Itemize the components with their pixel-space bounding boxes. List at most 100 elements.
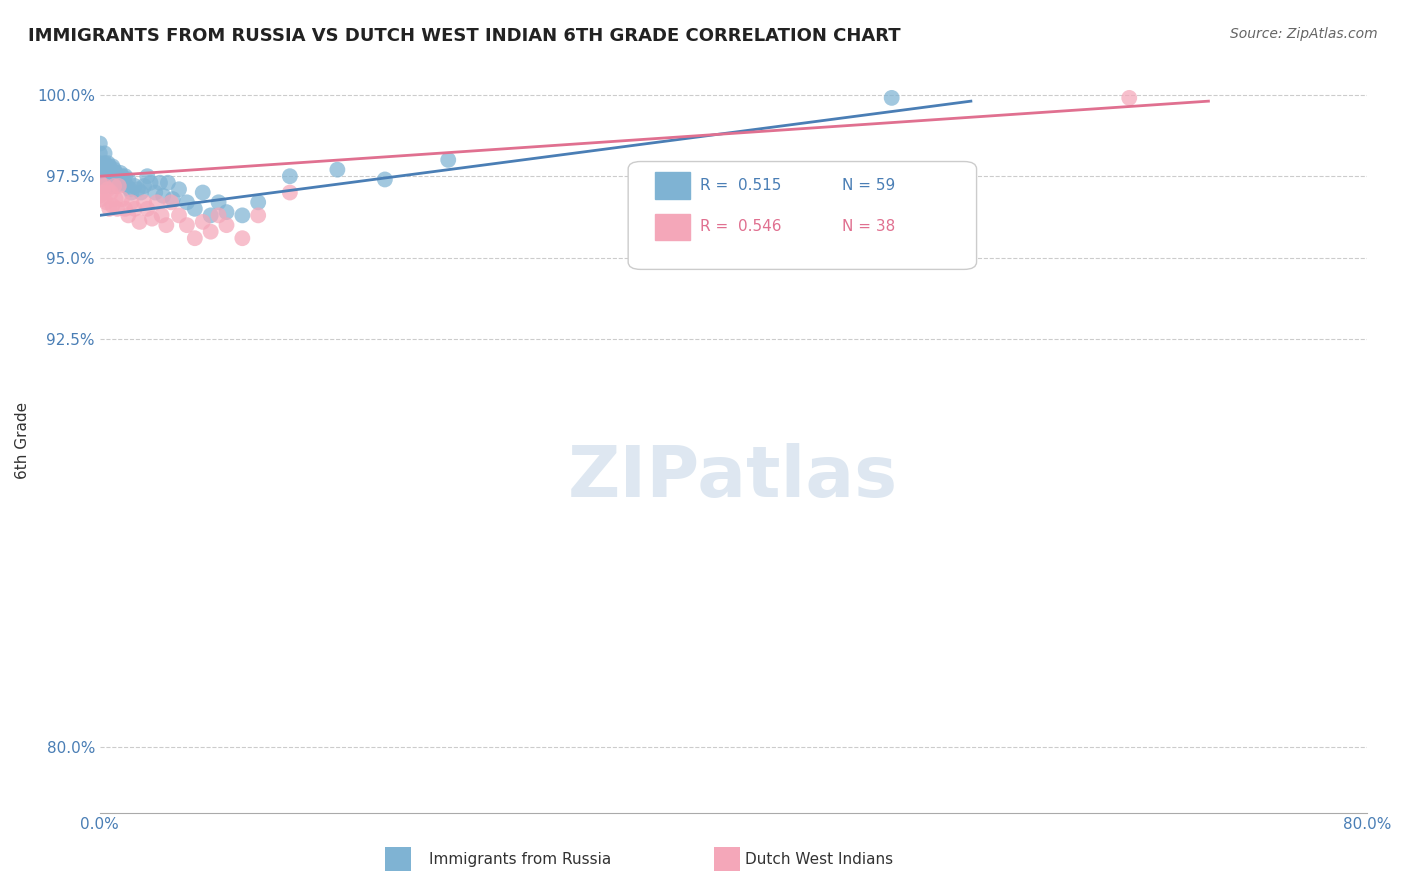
Point (117, 208, 139, 222)
Point (207, 208, 229, 222)
Point (104, 166, 127, 180)
Point (103, 176, 125, 190)
Point (93, 166, 115, 180)
Text: N = 38: N = 38 (842, 219, 896, 235)
Point (176, 195, 198, 210)
Point (103, 179, 125, 194)
Text: ZIPatlas: ZIPatlas (568, 443, 898, 512)
Point (93, 156, 115, 170)
Point (191, 215, 214, 229)
Point (100, 186, 122, 200)
Point (176, 218, 198, 232)
Point (374, 172, 396, 186)
Text: IMMIGRANTS FROM RUSSIA VS DUTCH WEST INDIAN 6TH GRADE CORRELATION CHART: IMMIGRANTS FROM RUSSIA VS DUTCH WEST IND… (28, 27, 901, 45)
Point (114, 202, 136, 216)
Point (124, 202, 146, 216)
Point (93, 179, 115, 194)
Point (94, 176, 117, 190)
Text: N = 59: N = 59 (842, 178, 896, 193)
Point (139, 176, 162, 190)
Point (150, 208, 173, 222)
Point (93, 146, 115, 161)
Point (108, 179, 131, 194)
Point (111, 169, 134, 184)
Point (149, 176, 172, 190)
Point (326, 162, 349, 177)
Point (110, 166, 132, 180)
Point (98, 202, 121, 216)
Point (101, 160, 124, 174)
Point (127, 182, 149, 196)
Bar (655, 172, 690, 199)
Point (136, 202, 159, 216)
Point (89, 169, 111, 184)
Point (200, 225, 222, 239)
Point (91, 172, 114, 186)
Text: R =  0.546: R = 0.546 (700, 219, 782, 235)
Point (90, 192, 112, 206)
Point (101, 172, 124, 186)
Point (191, 186, 214, 200)
Point (103, 162, 125, 177)
Point (143, 186, 166, 200)
Point (200, 208, 222, 222)
Point (278, 169, 301, 184)
Point (108, 176, 131, 190)
Y-axis label: 6th Grade: 6th Grade (15, 402, 30, 479)
Point (278, 186, 301, 200)
Point (152, 188, 174, 202)
Point (91, 160, 114, 174)
Point (184, 231, 207, 245)
Point (100, 162, 122, 177)
Point (141, 211, 163, 226)
Point (97, 169, 120, 184)
Text: Dutch West Indians: Dutch West Indians (745, 852, 893, 867)
Point (155, 218, 177, 232)
Point (880, 91, 903, 105)
FancyBboxPatch shape (628, 161, 977, 269)
Point (89, 176, 111, 190)
Point (98, 172, 121, 186)
Point (134, 179, 156, 194)
Point (89, 146, 111, 161)
Point (104, 192, 127, 206)
Point (91, 186, 114, 200)
Point (97, 182, 120, 196)
Point (89, 156, 111, 170)
Point (167, 208, 190, 222)
Point (146, 195, 169, 210)
Point (97, 156, 120, 170)
Point (112, 172, 135, 186)
Point (117, 172, 139, 186)
Bar (655, 213, 690, 240)
Point (207, 195, 229, 210)
Point (231, 231, 253, 245)
Point (94, 162, 117, 177)
Point (162, 192, 184, 206)
Point (98, 160, 121, 174)
Point (184, 202, 207, 216)
Point (121, 195, 143, 210)
Point (89, 188, 111, 202)
Point (1118, 91, 1140, 105)
Point (128, 215, 150, 229)
Point (160, 195, 183, 210)
Point (124, 179, 146, 194)
Point (94, 195, 117, 210)
Point (105, 172, 128, 186)
Point (247, 195, 270, 210)
Point (134, 195, 156, 210)
Point (104, 179, 127, 194)
Point (93, 179, 115, 194)
Point (121, 186, 143, 200)
Point (89, 136, 111, 151)
Point (156, 176, 179, 190)
Point (111, 192, 134, 206)
Point (114, 169, 136, 184)
Point (100, 179, 122, 194)
Text: Immigrants from Russia: Immigrants from Russia (429, 852, 612, 867)
Point (437, 153, 460, 167)
Point (167, 182, 190, 196)
Point (118, 182, 141, 196)
Point (215, 218, 238, 232)
